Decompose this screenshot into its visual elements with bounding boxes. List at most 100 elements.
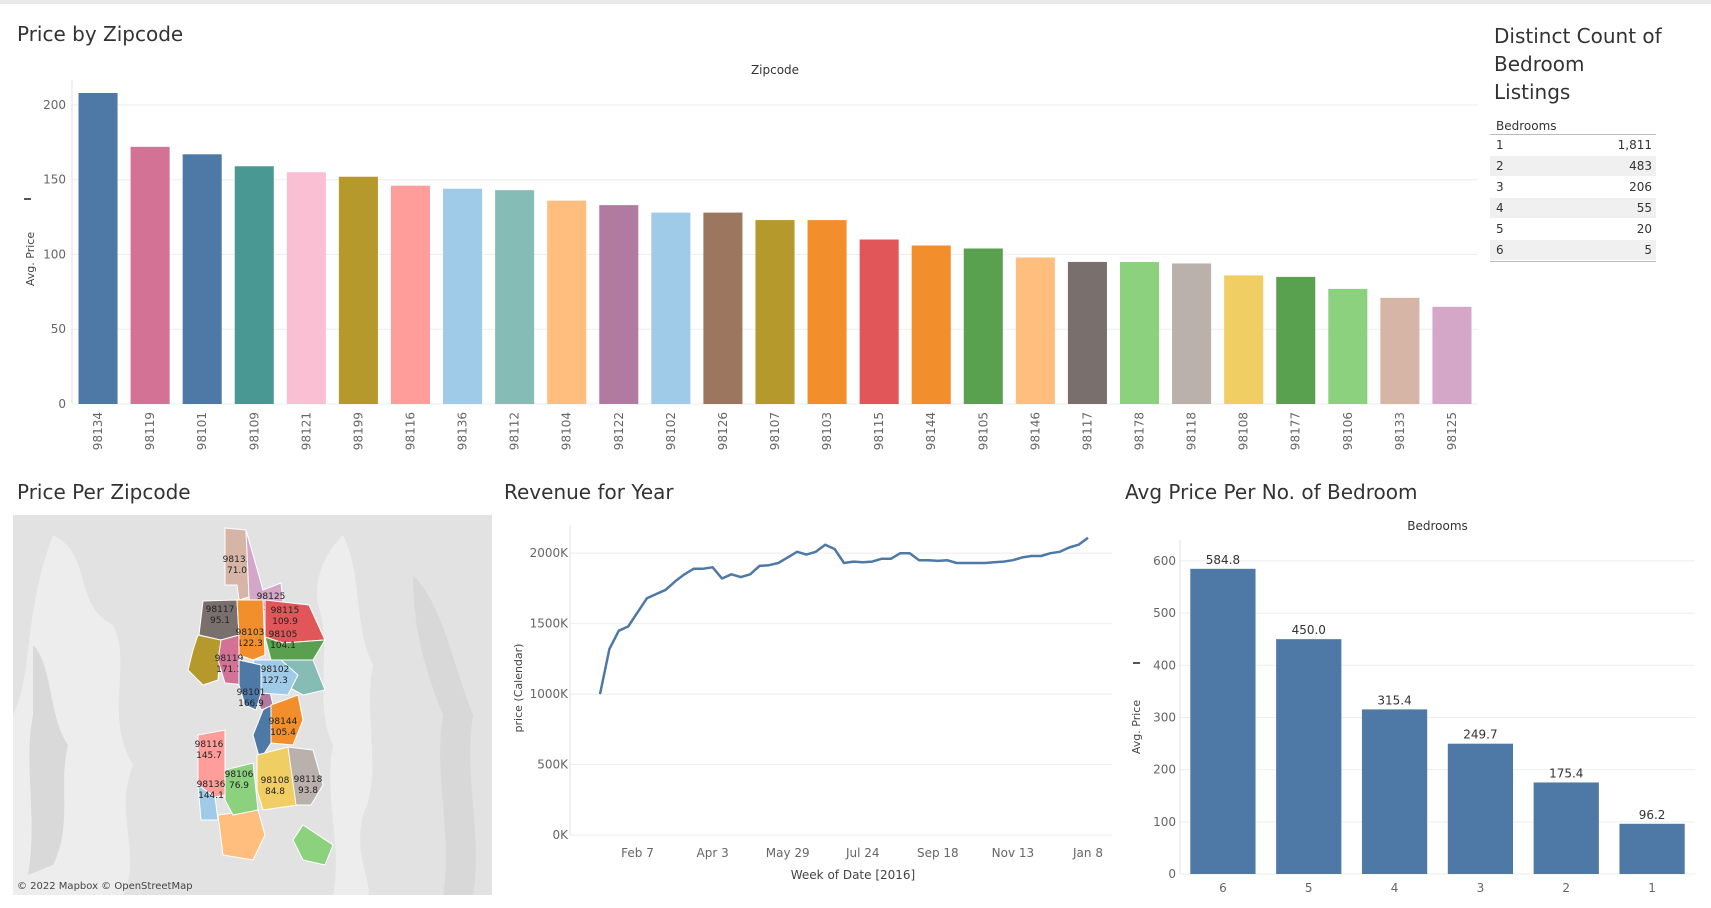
bar — [1276, 276, 1316, 404]
bar — [599, 205, 639, 404]
price-by-zipcode-chart: Zipcode 0 50 100 150 200 Avg. Price 98134 98119 9… — [24, 63, 1478, 450]
map-region-zip: 98119 — [215, 654, 244, 664]
x-tick-label: Feb 7 — [621, 846, 654, 860]
bedroom-count: 1,811 — [1617, 138, 1652, 152]
y-tick-label: 600 — [1153, 554, 1176, 568]
x-tick-label: 98199 — [351, 412, 365, 450]
map-region-value: 122.3 — [237, 639, 263, 649]
map-region — [287, 746, 324, 806]
map-region-value: 144.1 — [198, 791, 224, 801]
bar — [1328, 288, 1368, 404]
x-axis-title: Week of Date [2016] — [791, 868, 915, 882]
data-label: 175.4 — [1549, 766, 1583, 780]
x-tick-label: 5 — [1305, 881, 1313, 895]
bar — [755, 220, 795, 404]
map-island — [28, 645, 68, 875]
x-tick-label: 4 — [1391, 881, 1399, 895]
map-region-zip: 98116 — [195, 740, 224, 750]
x-tick-label: 3 — [1477, 881, 1485, 895]
bar — [390, 185, 431, 404]
x-tick-label: 98126 — [716, 412, 730, 450]
y-tick-label: 400 — [1153, 658, 1176, 672]
x-tick-label: 98146 — [1028, 412, 1042, 450]
map-land-east — [413, 575, 476, 895]
x-tick-label: 98136 — [456, 412, 470, 450]
bedroom-key: 3 — [1496, 180, 1504, 194]
y-tick-label: 100 — [43, 247, 66, 261]
map-region-value: 145.7 — [196, 751, 222, 761]
map-attribution: © 2022 Mapbox © OpenStreetMap — [17, 881, 193, 892]
x-tick-label: 98107 — [768, 412, 782, 450]
map-region-value: 93.8 — [298, 786, 318, 796]
map-region-value: 95.1 — [210, 616, 230, 626]
bar — [182, 154, 222, 404]
map-region-value: 104.1 — [270, 641, 296, 651]
map-region — [292, 824, 334, 866]
y-tick-label: 150 — [43, 173, 66, 187]
map-region-zip: 98125 — [257, 592, 286, 602]
revenue-line-chart: 0K 500K 1000K 1500K 2000K price (Calendar) Feb… — [512, 525, 1112, 882]
x-tick-label: 98122 — [612, 412, 626, 450]
bar — [1380, 297, 1420, 404]
x-tick-label: 98101 — [195, 412, 209, 450]
x-tick-label: 98177 — [1289, 412, 1303, 450]
map-region-value: 76.9 — [229, 781, 249, 791]
data-label: 450.0 — [1292, 623, 1326, 637]
map-region-zip: 98101 — [237, 688, 266, 698]
bedroom-key: 5 — [1496, 222, 1504, 236]
bar — [651, 212, 691, 404]
table-row: 5 20 — [1490, 219, 1656, 240]
x-tick-label: 98121 — [299, 412, 313, 450]
y-tick-label: 1000K — [530, 687, 570, 701]
x-tick-label: 98105 — [976, 412, 990, 450]
y-axis-title: price (Calendar) — [512, 644, 525, 733]
x-tick-label: 98116 — [403, 412, 417, 450]
bar — [963, 248, 1003, 404]
x-tick-label: 98133 — [1393, 412, 1407, 450]
y-axis-title: Avg. Price — [1130, 700, 1143, 754]
x-tick-label: Nov 13 — [992, 846, 1035, 860]
x-axis-title: Bedrooms — [1407, 519, 1468, 533]
bar — [1432, 306, 1472, 404]
bar — [1533, 782, 1599, 874]
revenue-for-year-title: Revenue for Year — [504, 480, 674, 504]
x-axis-title: Zipcode — [751, 63, 799, 77]
x-tick-label: 1 — [1648, 881, 1656, 895]
bar — [1447, 743, 1514, 874]
bar — [1172, 263, 1212, 404]
bedroom-key: 4 — [1496, 201, 1504, 215]
map-region-value: 84.8 — [265, 787, 285, 797]
map-region-zip: 98115 — [271, 606, 300, 616]
bedroom-count: 483 — [1629, 159, 1652, 173]
y-tick-label: 2000K — [530, 546, 570, 560]
x-tick-label: 98118 — [1185, 412, 1199, 450]
bar — [78, 92, 118, 404]
revenue-series-line — [598, 536, 1089, 695]
map-region-zip: 98133 — [223, 555, 252, 565]
bedroom-count: 5 — [1644, 243, 1652, 257]
y-tick-label: 0K — [552, 828, 569, 842]
bar — [1224, 275, 1264, 404]
bar — [703, 212, 743, 404]
bar — [547, 200, 587, 404]
bar — [807, 220, 847, 404]
map-water-lake — [317, 535, 373, 895]
distinct-count-title: Distinct Count of Bedroom Listings — [1494, 24, 1662, 104]
bar — [495, 190, 535, 404]
map-region-value: 166.9 — [238, 699, 264, 709]
sort-icon — [1133, 662, 1140, 664]
y-tick-label: 300 — [1153, 710, 1176, 724]
x-tick-label: 98112 — [508, 412, 522, 450]
bar — [234, 166, 274, 404]
bedroom-key: 1 — [1496, 138, 1504, 152]
map-region-zip: 98118 — [294, 775, 323, 785]
y-tick-label: 200 — [43, 98, 66, 112]
y-tick-label: 100 — [1153, 815, 1176, 829]
bedroom-key: 2 — [1496, 159, 1504, 173]
seattle-zipcode-map[interactable]: 9813371.09812564.79811795.198103122.3981… — [13, 515, 492, 895]
x-tick-label: Sep 18 — [917, 846, 959, 860]
map-region — [270, 694, 304, 746]
map-region-value: 71.0 — [227, 566, 247, 576]
bar — [1190, 568, 1256, 874]
table-row: 2 483 — [1490, 156, 1656, 177]
